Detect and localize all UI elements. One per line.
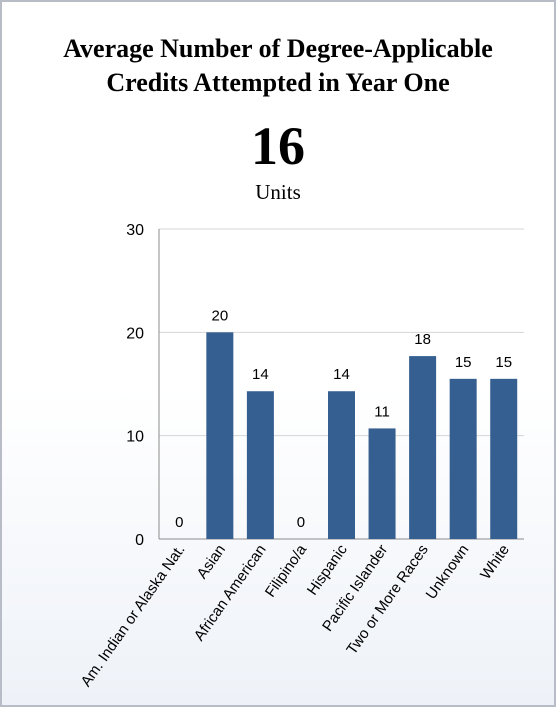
data-label: 0 (175, 514, 183, 531)
bar (206, 332, 234, 539)
data-label: 14 (333, 366, 350, 383)
data-label: 20 (211, 307, 228, 324)
data-label: 11 (374, 403, 390, 420)
x-tick-label: African American (191, 542, 270, 645)
data-label: 15 (495, 354, 512, 371)
chart-title: Average Number of Degree-Applicable Cred… (2, 32, 554, 100)
x-tick-label: Am. Indian or Alaska Nat. (78, 542, 189, 690)
bar (449, 378, 477, 539)
x-tick-label: Filipino/a (262, 541, 311, 600)
data-label: 15 (455, 354, 472, 371)
x-tick-label: White (477, 542, 513, 583)
x-tick-label: Asian (194, 542, 229, 582)
units-label: Units (255, 180, 301, 204)
data-label: 0 (297, 514, 305, 531)
bar (409, 356, 437, 539)
y-tick-label: 0 (135, 532, 144, 549)
bar (368, 428, 396, 539)
y-tick-label: 10 (126, 429, 144, 446)
bar (490, 378, 518, 539)
data-label: 18 (414, 331, 431, 348)
bar (328, 391, 355, 539)
y-tick-label: 20 (126, 325, 144, 342)
chart-title-line-2: Credits Attempted in Year One (106, 68, 450, 97)
data-label: 14 (252, 366, 269, 383)
bar (246, 391, 274, 539)
y-tick-label: 30 (126, 222, 144, 239)
chart-title-line-1: Average Number of Degree-Applicable (63, 34, 493, 63)
average-units-value: 16 (251, 116, 305, 176)
